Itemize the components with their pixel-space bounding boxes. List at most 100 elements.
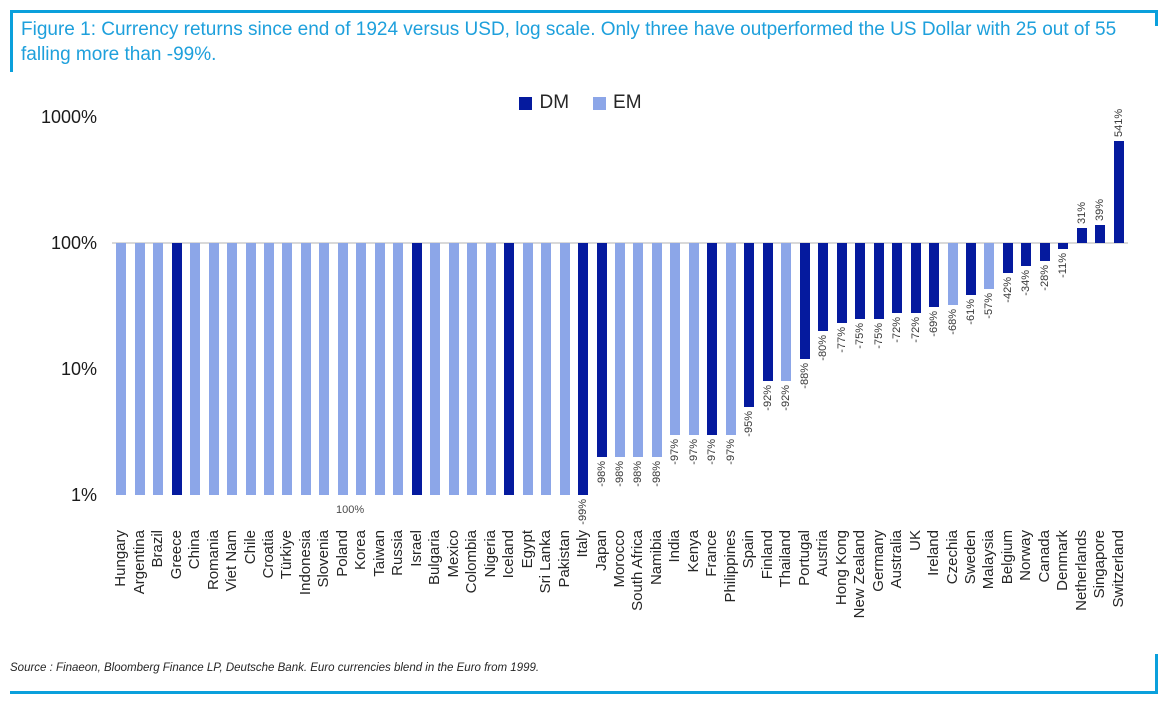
y-tick-10-: 10%: [60, 359, 97, 379]
value-label-finland: -92%: [761, 385, 774, 411]
value-label-denmark: -11%: [1057, 253, 1070, 279]
x-label-singapore: Singapore: [1091, 530, 1109, 599]
bar-t-rkiye: [282, 243, 293, 495]
value-label-portugal: -88%: [798, 363, 811, 389]
x-label-canada: Canada: [1035, 530, 1053, 583]
bar-russia: [393, 243, 404, 495]
bar-morocco: [615, 243, 625, 458]
y-tick-1-: 1%: [70, 485, 97, 505]
value-label-philippines: -97%: [724, 438, 737, 465]
bar-poland: [337, 243, 348, 495]
bar-egypt: [522, 243, 533, 495]
x-label-sweden: Sweden: [961, 530, 979, 585]
x-label-japan: Japan: [592, 530, 610, 571]
bar-finland: [762, 243, 773, 382]
x-label-romania: Romania: [204, 530, 222, 591]
x-label-indonesia: Indonesia: [296, 530, 314, 596]
x-label-ireland: Ireland: [925, 530, 943, 576]
x-label-iceland: Iceland: [500, 530, 518, 579]
x-label-belgium: Belgium: [998, 530, 1016, 585]
x-label-sri-lanka: Sri Lanka: [537, 530, 555, 594]
value-label-japan: -98%: [595, 461, 608, 487]
x-label-france: France: [703, 530, 721, 577]
x-label-finland: Finland: [758, 530, 776, 580]
x-label-czechia: Czechia: [943, 530, 961, 585]
bar-india: [670, 243, 681, 435]
value-label-sweden: -61%: [964, 298, 977, 325]
bar-hungary: [116, 243, 127, 495]
bar-thailand: [781, 243, 792, 382]
bar-netherlands: [1076, 228, 1087, 243]
bar-indonesia: [300, 243, 311, 495]
bar-croatia: [264, 243, 275, 495]
x-label-spain: Spain: [740, 530, 758, 569]
x-label-viet-nam: Viet Nam: [223, 530, 241, 592]
bar-malaysia: [984, 243, 995, 290]
top-rule: [10, 10, 1158, 13]
bar-israel: [411, 243, 422, 495]
bar-mexico: [448, 243, 459, 495]
legend-swatch-dm: [519, 96, 533, 110]
x-label-austria: Austria: [814, 530, 832, 577]
bar-germany: [873, 243, 884, 319]
x-label-new-zealand: New Zealand: [851, 530, 869, 619]
bar-brazil: [153, 243, 164, 495]
value-label-austria: -80%: [817, 335, 830, 361]
bar-argentina: [134, 243, 145, 495]
x-label-hong-kong: Hong Kong: [832, 530, 850, 606]
value-label-spain: -95%: [743, 410, 756, 437]
value-label-new-zealand: -75%: [854, 322, 867, 349]
bottom-rule: [10, 691, 1158, 694]
x-label-taiwan: Taiwan: [370, 530, 388, 577]
value-label-morocco: -98%: [614, 461, 626, 487]
bar-taiwan: [374, 243, 385, 495]
x-label-portugal: Portugal: [795, 530, 813, 586]
value-label-uk: -72%: [909, 316, 922, 343]
bar-pakistan: [559, 243, 570, 495]
x-label-philippines: Philippines: [721, 530, 739, 603]
bar-philippines: [725, 243, 736, 435]
x-label-italy: Italy: [574, 530, 592, 558]
x-label-netherlands: Netherlands: [1072, 530, 1090, 611]
bar-romania: [208, 243, 219, 495]
bar-czechia: [947, 243, 958, 306]
value-label-south-africa: -98%: [632, 461, 645, 487]
title-left-rule: [10, 10, 13, 72]
x-label-colombia: Colombia: [463, 530, 481, 594]
bar-sri-lanka: [541, 243, 552, 495]
bar-denmark: [1058, 243, 1069, 250]
value-label-kenya: -97%: [687, 438, 700, 465]
x-label-pakistan: Pakistan: [555, 530, 573, 588]
value-label-italy: -99%: [577, 499, 590, 525]
x-label-switzerland: Switzerland: [1109, 530, 1127, 608]
source-note: Source : Finaeon, Bloomberg Finance LP, …: [10, 662, 540, 674]
value-label-norway: -34%: [1020, 269, 1033, 296]
x-label-india: India: [666, 530, 684, 563]
bar-austria: [818, 243, 829, 332]
bar-france: [707, 243, 718, 435]
legend-label-em: EM: [613, 92, 642, 113]
value-label-canada: -28%: [1038, 264, 1051, 291]
bar-japan: [596, 243, 607, 458]
value-label-namibia: -98%: [650, 461, 663, 487]
bar-namibia: [651, 243, 662, 458]
value-label-czechia: -68%: [946, 309, 959, 336]
bar-kenya: [688, 243, 699, 435]
value-label-hong-kong: -77%: [835, 327, 848, 354]
value-label-india: -97%: [669, 438, 682, 465]
x-label-malaysia: Malaysia: [980, 530, 998, 590]
bar-greece: [171, 243, 182, 495]
figure-title: Figure 1: Currency returns since end of …: [21, 19, 1117, 65]
top-right-corner-rule: [1155, 10, 1158, 26]
bar-belgium: [1002, 243, 1013, 273]
value-label-france: -97%: [706, 438, 719, 465]
legend-label-dm: DM: [539, 92, 570, 113]
x-label-bulgaria: Bulgaria: [426, 530, 444, 586]
y-tick-1000-: 1000%: [40, 107, 97, 127]
x-label-morocco: Morocco: [611, 530, 628, 588]
value-label-singapore: 39%: [1094, 198, 1107, 221]
x-label-brazil: Brazil: [149, 530, 167, 568]
bar-south-africa: [633, 243, 644, 458]
